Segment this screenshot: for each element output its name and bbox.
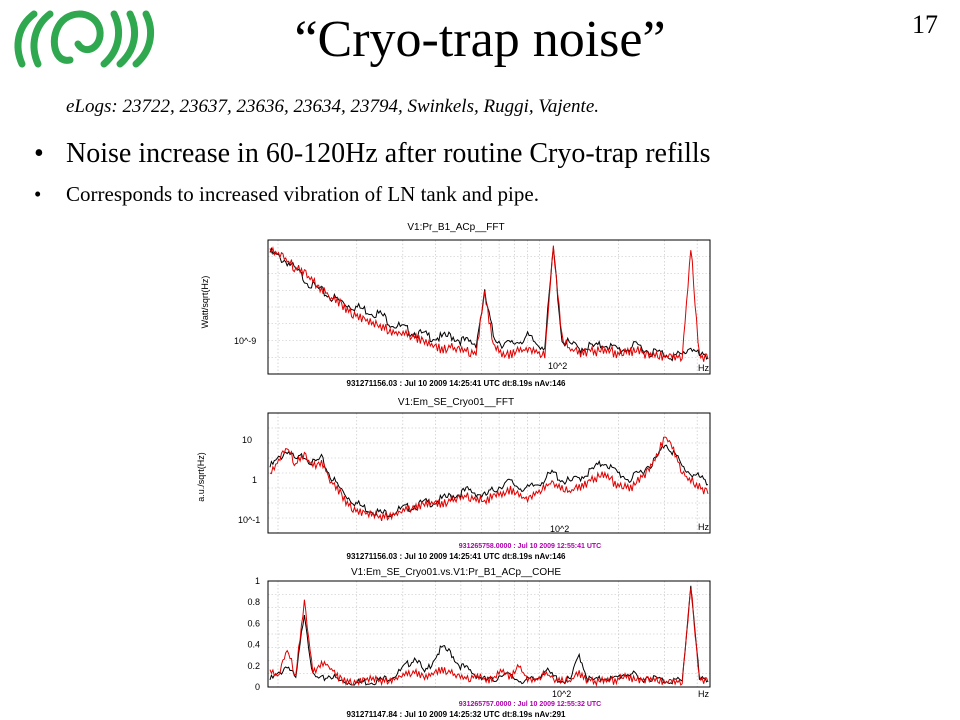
- chart-title: V1:Pr_B1_ACp__FFT: [407, 222, 504, 233]
- y-tick-label: 10: [242, 435, 252, 445]
- x-tick-label: 10^2: [550, 524, 569, 534]
- x-tick-label: 10^2: [552, 689, 571, 699]
- bullet-text: Corresponds to increased vibration of LN…: [66, 182, 539, 206]
- plot-frame: [267, 412, 711, 534]
- y-tick-label: 10^-1: [238, 515, 260, 525]
- bullet-text: Noise increase in 60-120Hz after routine…: [66, 138, 711, 169]
- y-tick-label: 0.2: [247, 661, 260, 671]
- bullet-glyph: •: [34, 182, 42, 206]
- slide-title: “Cryo-trap noise”: [294, 11, 666, 68]
- series-line-black: [269, 444, 709, 518]
- y-tick-label: 10^-9: [234, 336, 256, 346]
- bullet-item: • Noise increase in 60-120Hz after routin…: [34, 138, 711, 170]
- coherence-chart: V1:Em_SE_Cryo01.vs.V1:Pr_B1_ACp__COHE 0 0…: [247, 567, 711, 719]
- chart-title: V1:Em_SE_Cryo01.vs.V1:Pr_B1_ACp__COHE: [351, 567, 561, 578]
- series-line-red: [269, 588, 709, 687]
- legend-overlay: 931265758.0000 : Jul 10 2009 12:55:41 UT…: [459, 543, 601, 550]
- series-line-red: [269, 436, 709, 522]
- y-tick-label: 0: [255, 682, 260, 692]
- y-axis-label: a.u./sqrt(Hz): [196, 452, 206, 502]
- fft-cryo-chart: V1:Em_SE_Cryo01__FFT a.u./sqrt(Hz) 10 1 …: [196, 397, 711, 561]
- virgo-logo-icon: [14, 10, 155, 68]
- chart-footer: 931271156.03 : Jul 10 2009 14:25:41 UTC …: [347, 379, 567, 388]
- elogs-reference: eLogs: 23722, 23637, 23636, 23634, 23794…: [66, 96, 600, 117]
- x-axis-label: Hz: [698, 689, 709, 699]
- series-line-red: [269, 245, 709, 363]
- series-line-black: [269, 585, 709, 686]
- x-tick-label: 10^2: [548, 361, 567, 371]
- plot-frame: [267, 239, 711, 375]
- slide-number: 17: [912, 10, 938, 39]
- bullet-glyph: •: [34, 138, 44, 169]
- y-tick-label: 1: [252, 475, 257, 485]
- x-axis-label: Hz: [698, 363, 709, 373]
- fft-power-panel: V1:Pr_B1_ACp__FFT Watt/sqrt(Hz) 10^-9 10…: [190, 218, 722, 390]
- x-axis-label: Hz: [698, 522, 709, 532]
- y-tick-label: 0.4: [247, 640, 260, 650]
- coherence-panel: V1:Em_SE_Cryo01.vs.V1:Pr_B1_ACp__COHE 0 0…: [190, 563, 722, 720]
- bullet-item: • Corresponds to increased vibration of L…: [34, 182, 539, 207]
- y-tick-label: 0.6: [247, 618, 260, 628]
- chart-footer: 931271156.03 : Jul 10 2009 14:25:41 UTC …: [347, 552, 567, 561]
- legend-overlay: 931265757.0000 : Jul 10 2009 12:55:32 UT…: [459, 701, 601, 708]
- chart-footer: 931271147.84 : Jul 10 2009 14:25:32 UTC …: [347, 710, 567, 719]
- plot-frame: [267, 580, 711, 688]
- series-line-black: [269, 246, 709, 362]
- y-tick-label: 0.8: [247, 597, 260, 607]
- chart-title: V1:Em_SE_Cryo01__FFT: [398, 397, 514, 408]
- fft-cryo-panel: V1:Em_SE_Cryo01__FFT a.u./sqrt(Hz) 10 1 …: [190, 393, 722, 563]
- y-axis-label: Watt/sqrt(Hz): [200, 276, 210, 329]
- fft-power-chart: V1:Pr_B1_ACp__FFT Watt/sqrt(Hz) 10^-9 10…: [200, 222, 711, 388]
- y-tick-label: 1: [255, 576, 260, 586]
